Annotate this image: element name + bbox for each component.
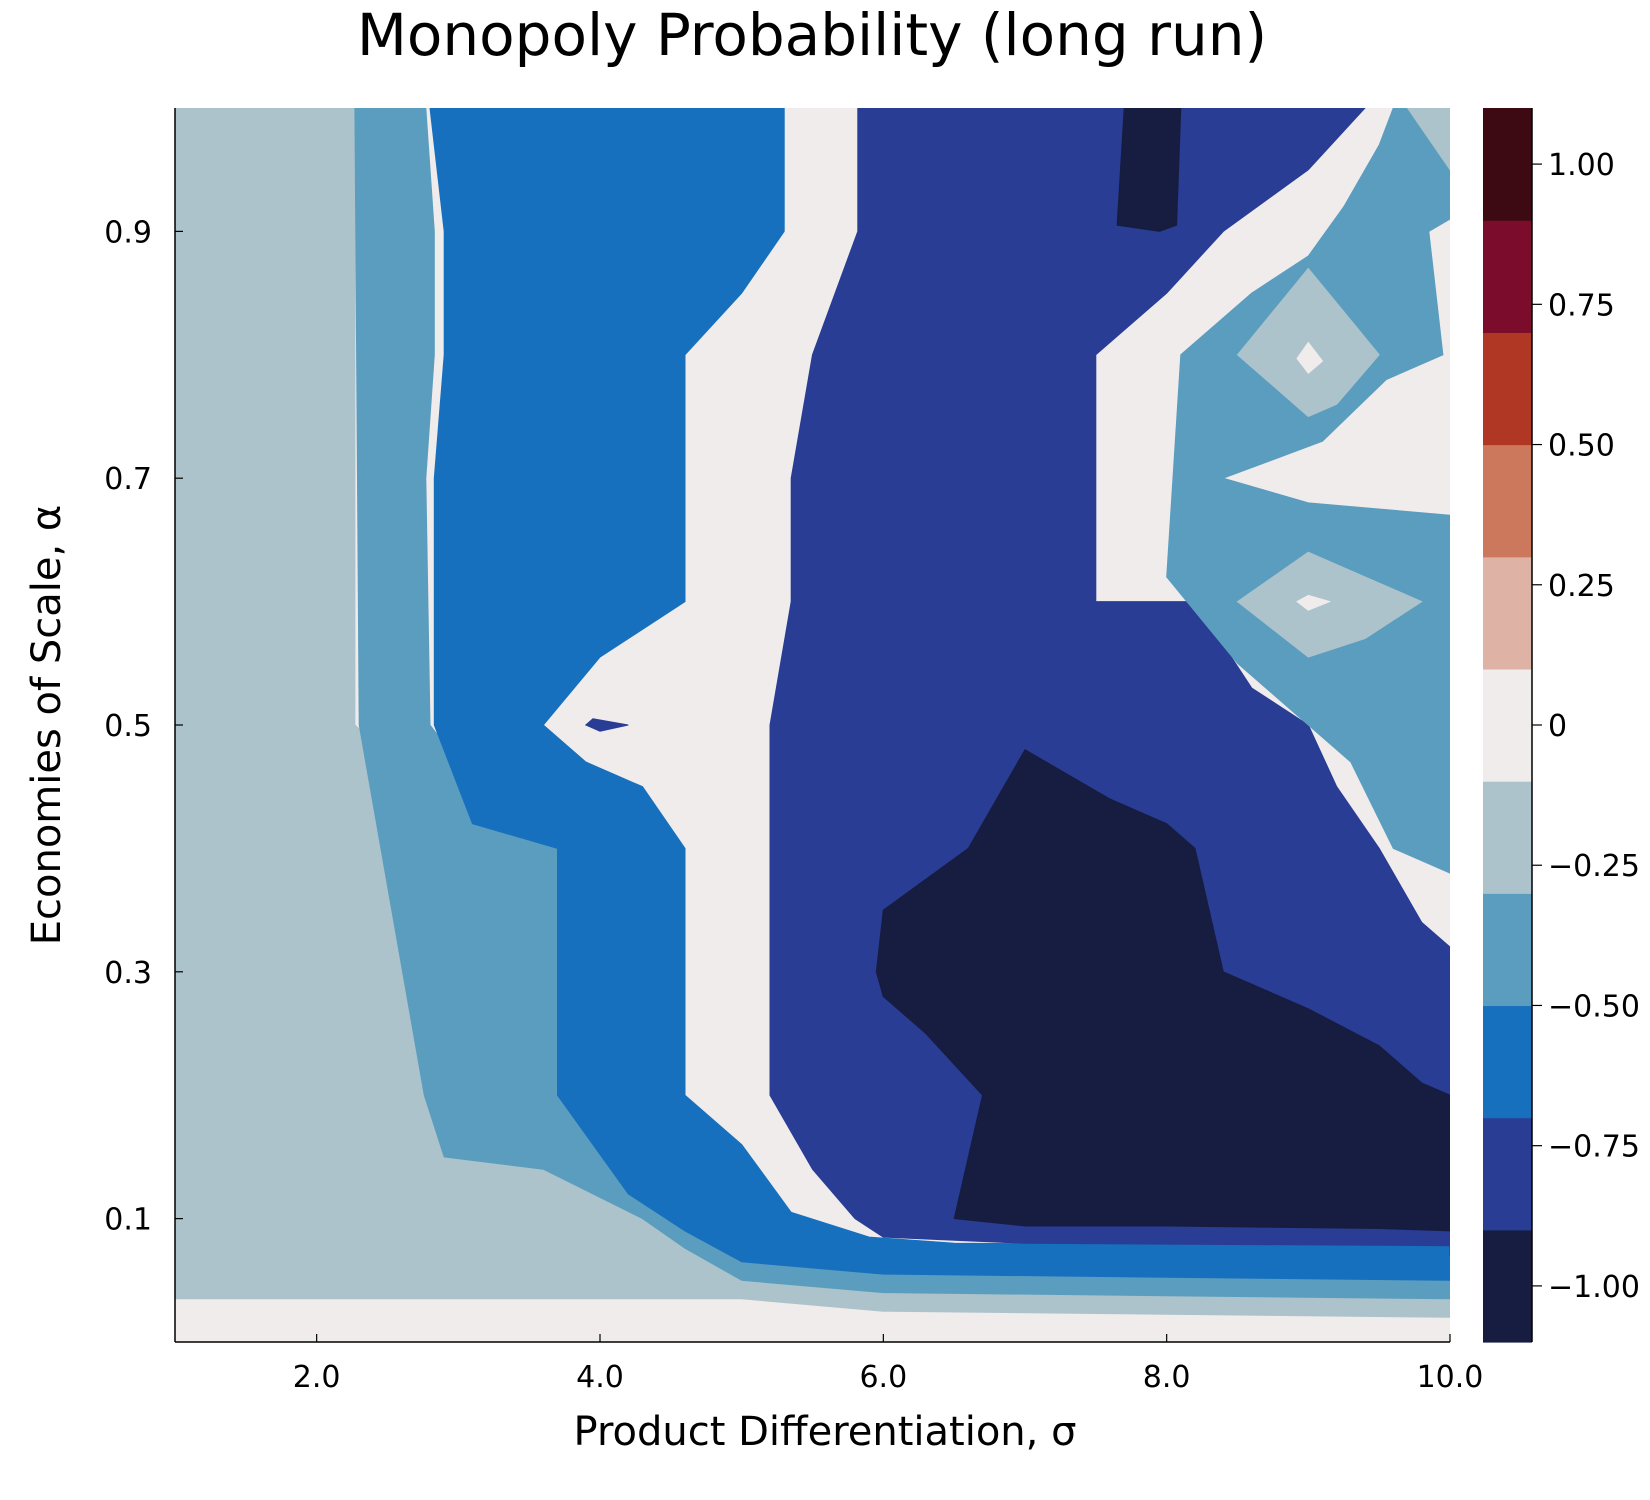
x-tick-label: 10.0	[1417, 1360, 1484, 1395]
y-tick-label: 0.9	[104, 215, 152, 250]
y-tick-label: 0.7	[104, 462, 152, 497]
chart-title: Monopoly Probability (long run)	[357, 1, 1267, 69]
y-tick-label: 0.3	[104, 956, 152, 991]
contour-region-10	[1236, 551, 1423, 658]
colorbar-segment	[1483, 1117, 1532, 1231]
colorbar-segment	[1483, 556, 1532, 670]
colorbar-segment	[1483, 444, 1532, 558]
colorbar-tick-label: −0.50	[1548, 989, 1640, 1024]
contour-region-6	[1116, 108, 1182, 232]
colorbar-tick-label: 0.25	[1548, 569, 1615, 604]
contour-region-14	[584, 718, 629, 732]
colorbar-segment	[1483, 668, 1532, 782]
colorbar-segment	[1483, 1229, 1532, 1343]
colorbar-tick-label: −0.75	[1548, 1130, 1640, 1165]
colorbar-tick-label: −1.00	[1548, 1270, 1640, 1305]
colorbar: 1.00 0.75 0.50 0.25 0 −0.25 −0.50 −0.75 −1.00	[1483, 108, 1640, 1343]
contour-region-5	[875, 749, 1450, 1232]
x-axis-label: Product Differentiation, σ	[574, 1409, 1077, 1455]
x-tick-label: 2.0	[293, 1360, 341, 1395]
contour-region-13	[1296, 594, 1332, 611]
colorbar-tick-label: 0	[1548, 709, 1567, 744]
contour-regions	[175, 108, 1450, 1342]
colorbar-tick-label: −0.25	[1548, 849, 1640, 884]
colorbar-tick-label: 0.50	[1548, 429, 1615, 464]
colorbar-segment	[1483, 781, 1532, 894]
y-tick-label: 0.1	[104, 1203, 152, 1238]
x-tick-label: 8.0	[1143, 1360, 1191, 1395]
colorbar-segment	[1483, 332, 1532, 446]
x-tick-label: 6.0	[859, 1360, 907, 1395]
axes: 2.0 4.0 6.0 8.0 10.0 0.1 0.3 0.5 0.7 0.9	[104, 108, 1483, 1395]
colorbar-tick-label: 1.00	[1548, 148, 1615, 183]
y-tick-label: 0.5	[104, 709, 152, 744]
contour-region-12	[1296, 341, 1324, 375]
colorbar-tick-label: 0.75	[1548, 288, 1615, 323]
contour-region-8	[1166, 108, 1450, 874]
y-axis-label: Economies of Scale, α	[24, 505, 70, 946]
colorbar-segment	[1483, 108, 1532, 221]
colorbar-segment	[1483, 220, 1532, 333]
plot-area	[175, 108, 1450, 1342]
x-tick-label: 4.0	[576, 1360, 624, 1395]
colorbar-segment	[1483, 893, 1532, 1007]
colorbar-segment	[1483, 1005, 1532, 1119]
contour-region-11	[1406, 108, 1450, 171]
